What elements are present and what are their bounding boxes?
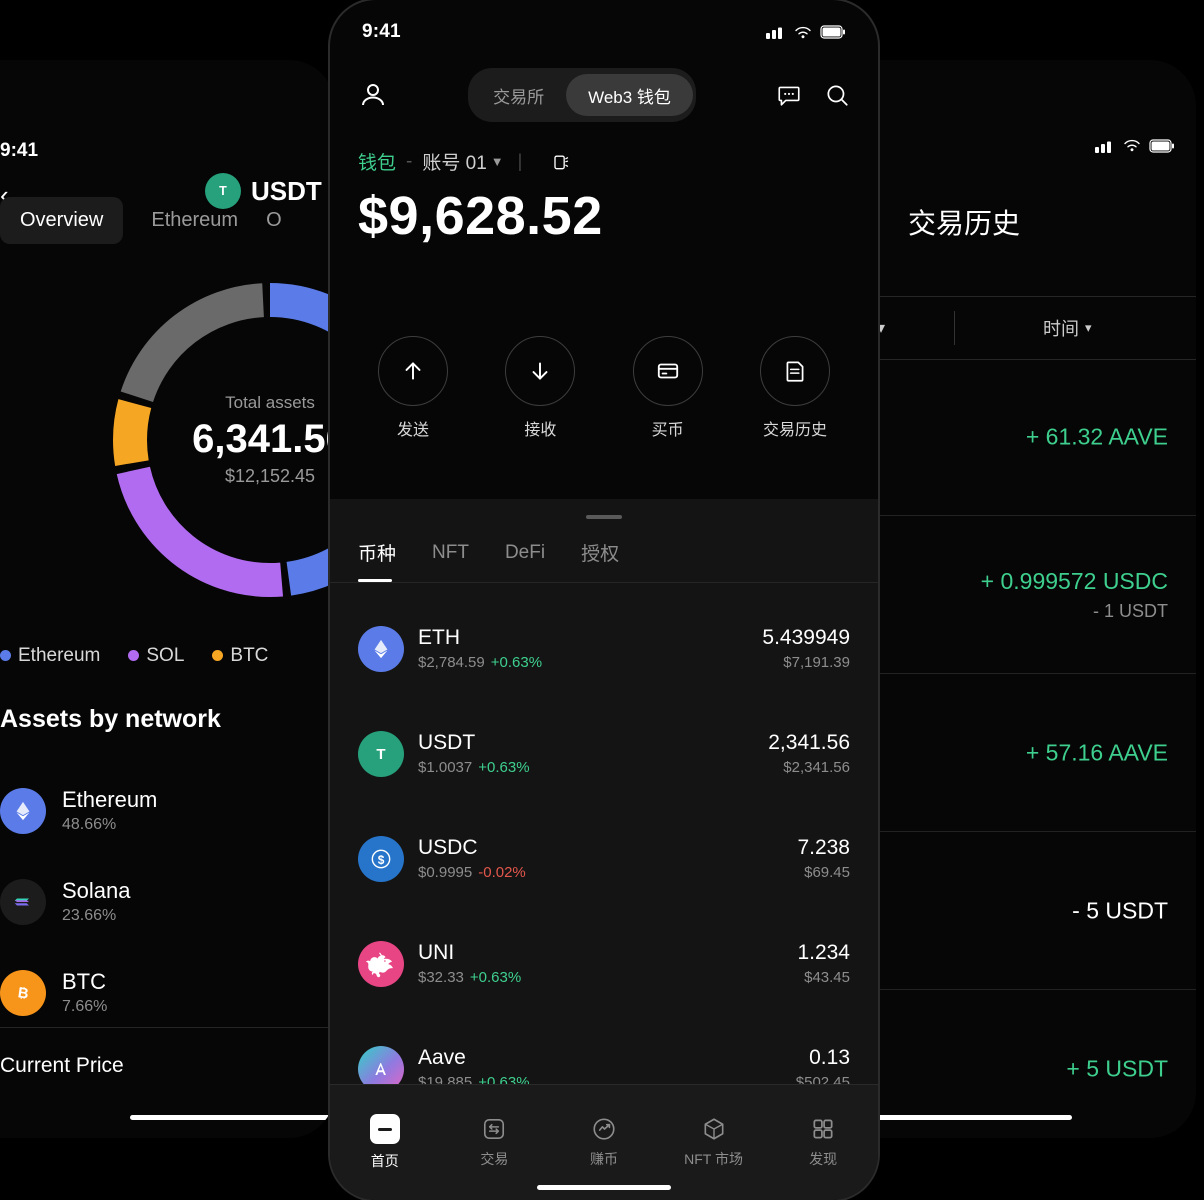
svg-text:$: $ (378, 852, 385, 866)
svg-text:B: B (17, 985, 30, 1002)
svg-text:T: T (376, 746, 385, 763)
